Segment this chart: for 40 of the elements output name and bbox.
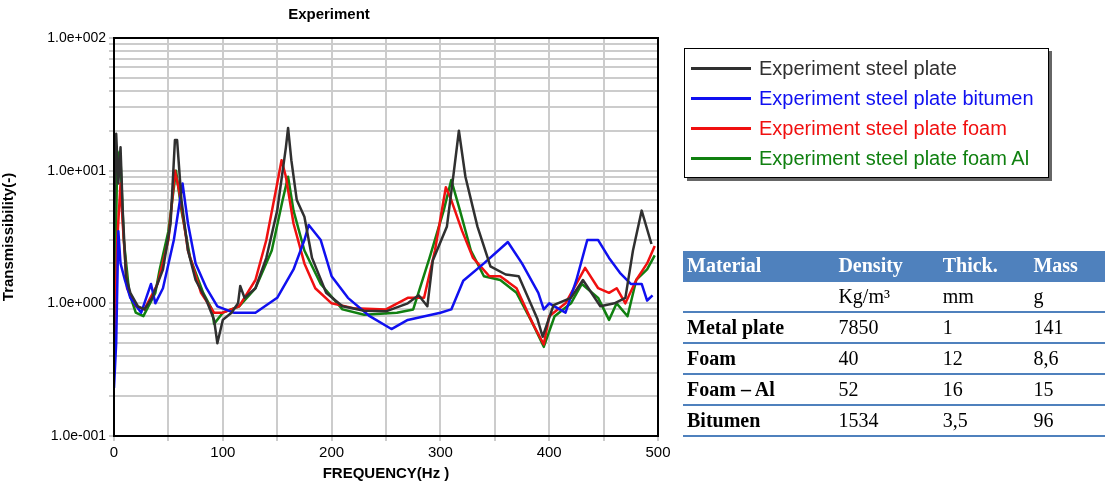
text: 15 (1029, 374, 1105, 405)
y-tick-label: 1.0e+000 (47, 294, 107, 311)
x-axis-title: FREQUENCY(Hz ) (322, 464, 450, 482)
legend-label: Experiment steel plate (759, 56, 957, 81)
y-tick-label: 1.0e-001 (50, 426, 107, 443)
text: 1 (938, 312, 1030, 343)
text: 1534 (834, 405, 939, 436)
text: 96 (1029, 405, 1105, 436)
text: 52 (834, 374, 939, 405)
x-tick-label: 0 (109, 443, 119, 461)
text: mm (938, 281, 1030, 312)
text: 8,6 (1029, 343, 1105, 374)
text: Bitumen (683, 405, 835, 436)
y-tick-label: 1.0e+002 (47, 28, 107, 45)
chart-title: Experiment (288, 5, 370, 23)
text: Metal plate (683, 312, 835, 343)
x-tick-label: 200 (319, 443, 345, 461)
x-tick-label: 500 (645, 443, 671, 461)
text: 3,5 (938, 405, 1030, 436)
text: 16 (938, 374, 1030, 405)
x-tick-label: 400 (536, 443, 562, 461)
text: 12 (938, 343, 1030, 374)
text: 141 (1029, 312, 1105, 343)
text: Foam (683, 343, 835, 374)
text: 7850 (834, 312, 939, 343)
x-tick-label: 300 (427, 443, 453, 461)
text: Density (834, 251, 939, 281)
text: 40 (834, 343, 939, 374)
text: Thick. (938, 251, 1030, 281)
legend-label: Experiment steel plate bitumen (759, 86, 1034, 111)
text: Foam – Al (683, 374, 835, 405)
text: Material (683, 251, 835, 281)
text: g (1029, 281, 1105, 312)
text: Mass (1029, 251, 1105, 281)
legend-label: Experiment steel plate foam (759, 116, 1007, 141)
legend-label: Experiment steel plate foam Al (759, 146, 1030, 171)
text: Kg/m³ (834, 281, 939, 312)
y-tick-label: 1.0e+001 (47, 161, 107, 178)
x-tick-label: 100 (210, 443, 236, 461)
y-axis-title: Transmissibility(-) (0, 172, 17, 302)
